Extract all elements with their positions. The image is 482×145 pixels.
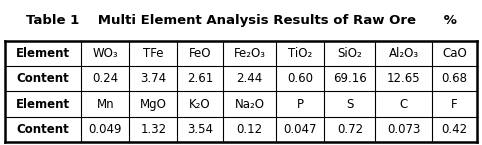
Text: 0.60: 0.60 [287, 72, 313, 85]
Text: 69.16: 69.16 [333, 72, 367, 85]
Text: 12.65: 12.65 [387, 72, 420, 85]
Text: TiO₂: TiO₂ [288, 47, 312, 60]
Text: Content: Content [17, 72, 69, 85]
Text: 2.44: 2.44 [236, 72, 263, 85]
Text: 0.24: 0.24 [92, 72, 118, 85]
Text: WO₃: WO₃ [93, 47, 118, 60]
Text: 1.32: 1.32 [140, 123, 166, 136]
Text: Fe₂O₃: Fe₂O₃ [233, 47, 266, 60]
Text: 0.72: 0.72 [337, 123, 363, 136]
Text: P: P [297, 98, 304, 110]
Text: Element: Element [16, 47, 70, 60]
Text: C: C [400, 98, 408, 110]
Text: 0.68: 0.68 [442, 72, 468, 85]
Text: TFe: TFe [143, 47, 163, 60]
Text: 0.42: 0.42 [442, 123, 468, 136]
Text: SiO₂: SiO₂ [337, 47, 362, 60]
Text: 2.61: 2.61 [187, 72, 213, 85]
Text: S: S [346, 98, 354, 110]
Text: 0.049: 0.049 [89, 123, 122, 136]
Text: 0.047: 0.047 [283, 123, 317, 136]
Text: Al₂O₃: Al₂O₃ [388, 47, 419, 60]
Text: Table 1    Multi Element Analysis Results of Raw Ore      %: Table 1 Multi Element Analysis Results o… [26, 14, 456, 27]
Text: MgO: MgO [140, 98, 167, 110]
Text: FeO: FeO [189, 47, 211, 60]
Text: K₂O: K₂O [189, 98, 211, 110]
Text: 3.54: 3.54 [187, 123, 213, 136]
Text: Mn: Mn [96, 98, 114, 110]
Text: Element: Element [16, 98, 70, 110]
Text: 3.74: 3.74 [140, 72, 166, 85]
Text: 0.12: 0.12 [237, 123, 263, 136]
Text: CaO: CaO [442, 47, 467, 60]
Text: Na₂O: Na₂O [234, 98, 265, 110]
Text: 0.073: 0.073 [387, 123, 420, 136]
Text: Content: Content [17, 123, 69, 136]
Text: F: F [451, 98, 458, 110]
